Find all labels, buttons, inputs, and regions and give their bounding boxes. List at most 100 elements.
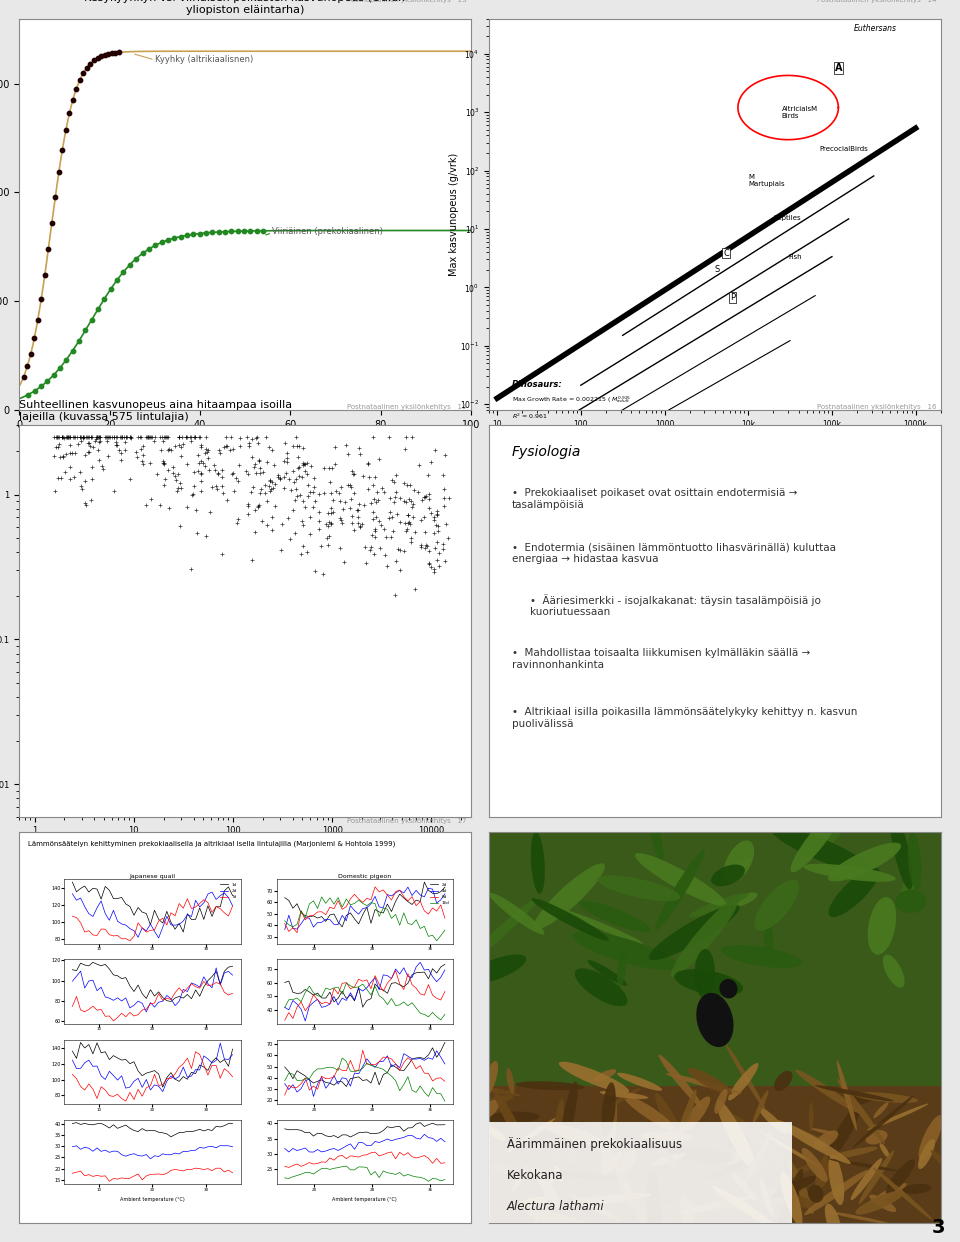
1d: [190, 912, 202, 927]
Ellipse shape: [676, 1089, 697, 1146]
Point: [389, 504, 404, 524]
1d: [111, 1051, 123, 1066]
8d: [431, 1071, 443, 1086]
8d: [279, 1088, 291, 1103]
2d: [439, 879, 450, 894]
Point: [404, 427, 420, 447]
8d: [386, 971, 397, 986]
7d: [87, 999, 99, 1013]
16d: [398, 1077, 410, 1092]
Ellipse shape: [490, 893, 544, 934]
Point: [274, 539, 289, 559]
2d: [308, 1129, 320, 1144]
2d: [120, 918, 132, 933]
8d: [382, 976, 394, 991]
Point: [324, 483, 339, 503]
1d: [100, 956, 111, 971]
16d: [316, 1161, 327, 1176]
X-axis label: Ambient temperature (°C): Ambient temperature (°C): [332, 1197, 397, 1202]
7d: [87, 1082, 99, 1097]
Point: [96, 458, 111, 478]
4d: [316, 1069, 327, 1084]
8d: [320, 1155, 331, 1170]
Point: [368, 507, 383, 527]
8d: [435, 992, 446, 1007]
Point: [436, 539, 451, 559]
16d: [291, 1073, 302, 1088]
7d: [129, 1092, 140, 1107]
7d: [79, 1169, 90, 1184]
2d: [427, 1041, 439, 1056]
8d: [308, 1156, 320, 1171]
2d: [120, 1149, 132, 1164]
Point: [383, 503, 398, 523]
Ellipse shape: [593, 1069, 616, 1082]
16d: [365, 895, 376, 910]
2d: [75, 964, 86, 979]
2d: [357, 1125, 369, 1140]
8d: [341, 1151, 352, 1166]
Ellipse shape: [625, 1201, 698, 1242]
Text: Suhteellinen kasvunopeus aina hitaampaa isoilla
lajeilla (kuvassa 575 lintulajia: Suhteellinen kasvunopeus aina hitaampaa …: [19, 400, 293, 422]
2d: [66, 1139, 78, 1154]
16d: [435, 1174, 446, 1189]
Point: [396, 473, 412, 493]
8d: [419, 1148, 430, 1163]
8d: [361, 972, 372, 987]
Point: [407, 522, 422, 542]
8d: [390, 884, 401, 899]
8d: [361, 1057, 372, 1072]
Point: [81, 442, 96, 462]
7d: [108, 929, 119, 944]
7d: [153, 1078, 164, 1093]
Ellipse shape: [729, 893, 757, 908]
Point: [415, 489, 430, 509]
Point: [138, 427, 154, 447]
4d: [348, 992, 360, 1007]
Ellipse shape: [708, 1161, 748, 1179]
16d: [312, 989, 324, 1004]
Ellipse shape: [812, 826, 840, 847]
1d: [210, 1051, 222, 1066]
Point: [429, 550, 444, 570]
2d: [124, 1079, 135, 1094]
2d: [223, 964, 234, 979]
2d: [324, 908, 336, 923]
Point: [285, 461, 300, 481]
Point: [316, 458, 331, 478]
7d: [100, 1083, 111, 1098]
2d: [153, 930, 164, 945]
Ellipse shape: [602, 1082, 615, 1138]
4d: [303, 1144, 315, 1159]
16d: [386, 1166, 397, 1181]
X-axis label: Body mass (gram): Body mass (gram): [201, 841, 290, 851]
Point: [204, 222, 220, 242]
8d: [303, 1155, 315, 1170]
Point: [191, 427, 206, 447]
Point: [428, 515, 444, 535]
2d: [415, 1115, 426, 1130]
1d: [84, 1037, 95, 1052]
16d: [439, 1007, 450, 1022]
Point: [288, 427, 303, 447]
8d: [341, 975, 352, 990]
16d: [357, 895, 369, 910]
Ellipse shape: [867, 1104, 928, 1130]
Point: [144, 427, 159, 447]
2d: [79, 1056, 90, 1071]
Point: [393, 540, 408, 560]
Text: Kekokana: Kekokana: [507, 1169, 564, 1181]
Point: [398, 520, 414, 540]
7d: [116, 1006, 128, 1021]
1d: [79, 878, 90, 893]
Ellipse shape: [828, 1105, 860, 1159]
16d: [320, 981, 331, 996]
2d: [406, 968, 418, 982]
8d: [386, 1052, 397, 1067]
16d: [398, 995, 410, 1010]
Point: [161, 498, 177, 518]
4d: [312, 992, 324, 1007]
1d: [194, 989, 205, 1004]
2d: [439, 1035, 450, 1049]
8d: [373, 884, 385, 899]
